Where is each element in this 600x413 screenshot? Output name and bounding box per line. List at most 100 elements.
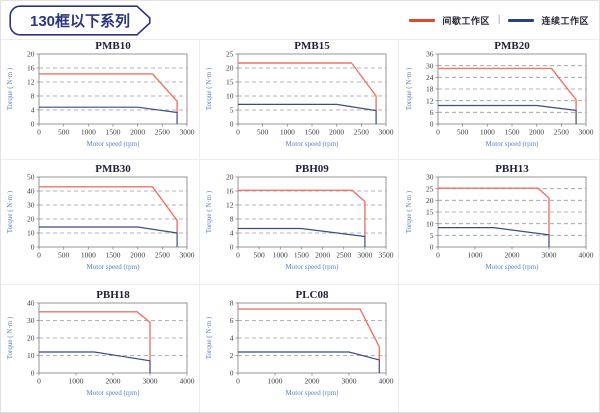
- x-axis-label: Motor speed (rpm): [86, 389, 140, 397]
- y-axis-label: Torque ( N·m ): [6, 316, 14, 359]
- x-tick-label: 0: [436, 128, 440, 137]
- x-tick-label: 2500: [353, 128, 368, 137]
- y-axis-label: Torque ( N·m ): [405, 67, 413, 110]
- x-tick-label: 3000: [179, 128, 194, 137]
- x-tick-label: 3000: [341, 377, 356, 386]
- chart-cell: PBH18 0 10 20 30 40 0 1000 2000 3000 4000 Motor spe…: [1, 285, 200, 412]
- y-tick-label: 30: [426, 172, 434, 181]
- chart-pbh18: PBH18 0 10 20 30 40 0 1000 2000 3000 4000 Motor spe…: [6, 289, 195, 397]
- series-intermittent: [437, 187, 550, 235]
- y-tick-label: 0: [429, 242, 433, 251]
- chart-pbh09: PBH09 0 4 8 12 16 20 0 500 1000 1500 2000 2500 3000 35…: [205, 163, 394, 271]
- y-tick-label: 10: [27, 351, 35, 360]
- y-tick-label: 20: [27, 50, 35, 59]
- y-tick-label: 4: [229, 334, 233, 343]
- chart-slot: PMB15 0 5 10 15 20 25 0 500 1000 1500 2000 2500 3000 M…: [202, 40, 397, 159]
- y-tick-label: 10: [226, 92, 234, 101]
- x-tick-label: 500: [58, 128, 70, 137]
- y-axis-label: Torque ( N·m ): [205, 190, 213, 233]
- chart-title: PBH18: [96, 289, 130, 301]
- y-tick-label: 0: [30, 242, 34, 251]
- legend-separator: |: [497, 14, 501, 25]
- y-tick-label: 12: [226, 200, 234, 209]
- chart-slot: PMB30 0 10 20 30 40 50 0 500 1000 1500 2000 2500 3000…: [3, 161, 198, 284]
- y-tick-label: 5: [229, 106, 233, 115]
- x-tick-label: 1500: [293, 250, 308, 259]
- continuous-line-icon: [508, 18, 535, 22]
- y-tick-label: 8: [30, 92, 34, 101]
- series-title-badge: 130框以下系列: [9, 4, 151, 36]
- chart-pmb10: PMB10 0 4 8 12 16 20 0 500 1000 1500 2000 2500 3000 Mo…: [6, 40, 195, 148]
- y-axis-label: Torque ( N·m ): [6, 190, 14, 233]
- series-intermittent: [437, 67, 577, 111]
- header: 130框以下系列 间歇工作区 | 连续工作区: [1, 1, 599, 40]
- y-tick-label: 10: [426, 219, 434, 228]
- series-continuous: [38, 351, 151, 373]
- x-tick-label: 2500: [336, 250, 351, 259]
- x-tick-label: 1000: [80, 128, 95, 137]
- intermittent-line-icon: [409, 18, 436, 22]
- y-axis-label: Torque ( N·m ): [6, 67, 14, 110]
- x-tick-label: 2000: [315, 250, 330, 259]
- y-tick-label: 8: [229, 299, 233, 308]
- series-continuous: [437, 226, 550, 247]
- x-tick-label: 500: [257, 128, 269, 137]
- chart-cell: PBH09 0 4 8 12 16 20 0 500 1000 1500 2000 2500 3000 35…: [200, 160, 399, 285]
- y-tick-label: 16: [226, 186, 234, 195]
- y-tick-label: 40: [27, 186, 35, 195]
- chart-plc08: PLC08 0 2 4 6 8 0 1000 2000 3000 4000 Motor speed (…: [205, 289, 394, 397]
- y-tick-label: 20: [27, 214, 35, 223]
- x-axis-label: Motor speed (rpm): [285, 140, 339, 148]
- y-tick-label: 25: [226, 50, 234, 59]
- x-axis-label: Motor speed (rpm): [285, 263, 339, 271]
- plot-border: [237, 176, 386, 247]
- y-axis-label: Torque ( N·m ): [205, 316, 213, 359]
- y-tick-label: 0: [229, 369, 233, 378]
- x-tick-label: 2000: [105, 377, 120, 386]
- x-tick-label: 1000: [272, 250, 287, 259]
- x-tick-label: 3500: [378, 250, 393, 259]
- x-tick-label: 3000: [378, 128, 393, 137]
- chart-cell: PBH13 0 5 10 15 20 25 30 0 1000 2000 3000 4000 Motor …: [399, 160, 599, 285]
- y-tick-label: 20: [226, 172, 234, 181]
- series-intermittent: [38, 311, 151, 361]
- series-continuous: [237, 351, 380, 373]
- chart-title: PLC08: [295, 289, 329, 301]
- y-tick-label: 25: [426, 184, 434, 193]
- y-tick-label: 4: [229, 228, 233, 237]
- y-tick-label: 15: [426, 207, 434, 216]
- y-tick-label: 6: [229, 316, 233, 325]
- x-tick-label: 1000: [467, 250, 482, 259]
- y-tick-label: 30: [426, 61, 434, 70]
- legend-item-intermittent: 间歇工作区: [409, 14, 490, 27]
- x-tick-label: 1500: [105, 128, 120, 137]
- x-axis-label: Motor speed (rpm): [86, 263, 140, 271]
- series-continuous: [237, 103, 377, 124]
- x-tick-label: 3000: [357, 250, 372, 259]
- x-tick-label: 4000: [378, 377, 393, 386]
- chart-slot: PBH13 0 5 10 15 20 25 30 0 1000 2000 3000 4000 Motor …: [402, 161, 597, 284]
- chart-title: PBH13: [495, 163, 529, 175]
- empty-cell: [399, 285, 599, 412]
- chart-title: PMB20: [494, 40, 530, 52]
- chart-slot: PLC08 0 2 4 6 8 0 1000 2000 3000 4000 Motor speed (…: [202, 287, 397, 410]
- x-tick-label: 2000: [504, 250, 519, 259]
- y-tick-label: 40: [27, 299, 35, 308]
- x-tick-label: 1000: [267, 377, 282, 386]
- legend-item-continuous: 连续工作区: [508, 14, 589, 27]
- y-tick-label: 30: [27, 200, 35, 209]
- x-tick-label: 1500: [304, 128, 319, 137]
- y-tick-label: 8: [229, 214, 233, 223]
- plot-border: [237, 53, 386, 125]
- y-tick-label: 0: [429, 120, 433, 129]
- series-continuous: [38, 225, 178, 247]
- plot-border: [38, 53, 187, 125]
- y-tick-label: 5: [429, 230, 433, 239]
- x-tick-label: 0: [37, 128, 41, 137]
- x-tick-label: 3000: [142, 377, 157, 386]
- x-tick-label: 2500: [154, 250, 169, 259]
- x-axis-label: Motor speed (rpm): [285, 389, 339, 397]
- x-tick-label: 0: [37, 377, 41, 386]
